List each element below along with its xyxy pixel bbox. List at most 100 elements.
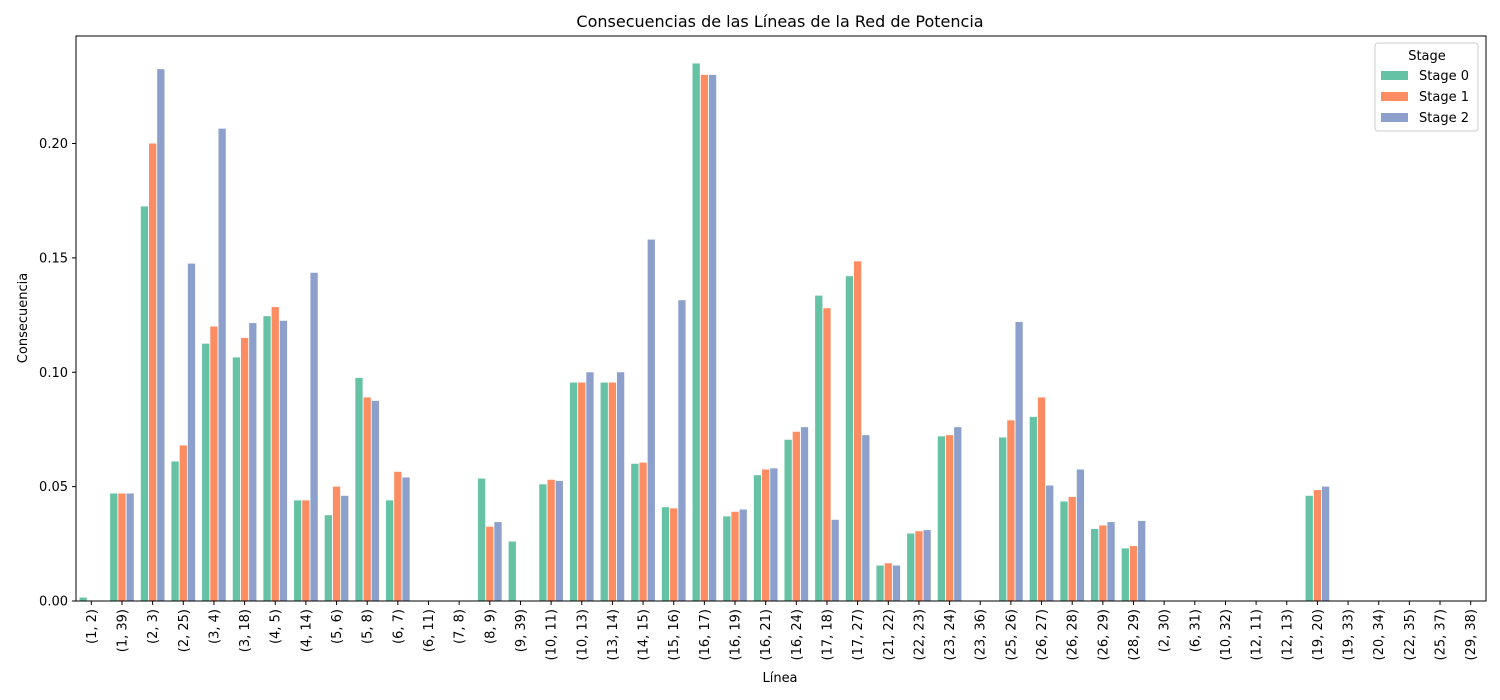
legend-swatch-stage-0 xyxy=(1381,71,1408,80)
x-tick-label: (4, 5) xyxy=(269,609,284,644)
x-tick-label: (15, 16) xyxy=(667,609,682,661)
bar-stage-0-22 xyxy=(753,475,762,601)
bar-stage-1-7 xyxy=(302,500,310,601)
bar-stage-0-16 xyxy=(569,382,578,601)
bar-stage-2-26 xyxy=(892,565,901,601)
x-tick-label: (25, 37) xyxy=(1434,609,1449,661)
x-tick-label: (21, 22) xyxy=(882,609,897,661)
bar-stage-1-34 xyxy=(1129,546,1138,601)
bar-stage-1-32 xyxy=(1068,496,1076,601)
bar-stage-1-40 xyxy=(1313,490,1322,601)
x-tick-label: (28, 29) xyxy=(1127,609,1142,661)
bar-stage-2-22 xyxy=(770,468,778,601)
bar-stage-1-26 xyxy=(884,563,892,601)
x-tick-label: (26, 29) xyxy=(1096,609,1111,661)
bar-stage-0-4 xyxy=(202,343,210,601)
bar-stage-2-23 xyxy=(800,427,809,601)
x-tick-label: (10, 32) xyxy=(1219,609,1234,661)
bar-stage-1-17 xyxy=(608,382,617,601)
x-tick-label: (2, 25) xyxy=(177,609,192,652)
legend: Stage Stage 0 Stage 1 Stage 2 xyxy=(1374,42,1479,132)
x-tick-label: (26, 28) xyxy=(1066,609,1081,661)
bar-stage-0-1 xyxy=(110,493,118,601)
legend-label-stage-2: Stage 2 xyxy=(1419,111,1469,126)
bar-stage-2-5 xyxy=(249,323,257,601)
bar-stage-1-5 xyxy=(240,337,249,601)
bar-stage-2-9 xyxy=(371,400,380,601)
x-axis: (1, 2) (1, 39) (2, 3) (2, 25) (3, 4) (3, 18) (… xyxy=(85,601,1479,661)
bar-stage-0-5 xyxy=(232,357,241,601)
x-tick-label: (9, 39) xyxy=(514,609,529,652)
bar-stage-1-18 xyxy=(639,462,647,601)
x-axis-title: Línea xyxy=(762,671,797,686)
bar-stage-2-20 xyxy=(708,74,717,601)
bar-stage-0-3 xyxy=(171,461,179,601)
x-tick-label: (8, 9) xyxy=(483,609,498,644)
bar-stage-2-1 xyxy=(126,493,134,601)
bar-stage-2-10 xyxy=(402,477,410,601)
bar-stage-1-24 xyxy=(823,308,831,601)
bar-stage-2-8 xyxy=(341,495,349,601)
bar-stage-1-22 xyxy=(762,469,770,601)
bar-stage-1-30 xyxy=(1007,420,1015,601)
bar-stage-2-16 xyxy=(586,372,594,601)
x-tick-label: (29, 38) xyxy=(1464,609,1479,661)
x-tick-label: (23, 36) xyxy=(974,609,989,661)
bar-stage-1-20 xyxy=(700,74,709,601)
bar-stage-0-14 xyxy=(508,541,516,601)
bar-stage-0-7 xyxy=(294,500,302,601)
x-tick-label: (12, 11) xyxy=(1250,609,1265,661)
bar-stage-2-2 xyxy=(157,69,165,602)
bar-stage-1-23 xyxy=(792,431,800,601)
bar-stage-0-6 xyxy=(263,316,271,601)
x-tick-label: (7, 8) xyxy=(453,609,468,644)
bar-stage-2-19 xyxy=(678,300,686,601)
x-tick-label: (25, 26) xyxy=(1004,609,1019,661)
bar-stage-1-31 xyxy=(1037,397,1046,601)
x-tick-label: (13, 14) xyxy=(606,609,621,661)
bar-stage-2-18 xyxy=(647,239,655,601)
y-tick-label: 0.00 xyxy=(39,595,68,610)
bar-stage-2-15 xyxy=(555,480,563,601)
bar-stage-1-27 xyxy=(915,531,923,601)
x-tick-label: (6, 11) xyxy=(422,609,437,652)
x-tick-label: (19, 33) xyxy=(1342,609,1357,661)
bar-stage-0-28 xyxy=(937,436,946,601)
y-tick-label: 0.20 xyxy=(39,137,68,152)
x-tick-label: (4, 14) xyxy=(299,609,314,652)
x-tick-label: (10, 13) xyxy=(575,609,590,661)
chart-title: Consecuencias de las Líneas de la Red de… xyxy=(576,12,983,31)
bar-stage-0-9 xyxy=(355,377,363,601)
x-tick-label: (6, 7) xyxy=(391,609,406,644)
x-tick-label: (6, 31) xyxy=(1188,609,1203,652)
x-tick-label: (16, 17) xyxy=(698,609,713,661)
bar-stage-1-2 xyxy=(148,143,157,601)
legend-swatch-stage-1 xyxy=(1381,92,1408,101)
bar-stage-0-0 xyxy=(79,597,87,601)
y-tick-label: 0.10 xyxy=(39,366,68,381)
bar-stage-0-20 xyxy=(692,63,700,601)
x-tick-label: (17, 18) xyxy=(820,609,835,661)
legend-swatch-stage-2 xyxy=(1381,113,1408,122)
x-tick-label: (1, 39) xyxy=(115,609,130,652)
bar-stage-2-3 xyxy=(187,263,196,601)
bar-stage-0-33 xyxy=(1091,528,1099,601)
legend-label-stage-0: Stage 0 xyxy=(1419,69,1469,84)
bar-stage-2-31 xyxy=(1046,485,1054,601)
bar-stage-1-3 xyxy=(179,445,187,601)
x-tick-label: (3, 4) xyxy=(207,609,222,644)
bar-stage-2-28 xyxy=(954,427,962,601)
y-tick-label: 0.05 xyxy=(39,480,68,495)
bar-stage-2-34 xyxy=(1138,520,1146,601)
x-tick-label: (2, 30) xyxy=(1158,609,1173,652)
x-tick-label: (26, 27) xyxy=(1035,609,1050,661)
bar-stage-0-23 xyxy=(784,439,792,601)
bar-stage-1-16 xyxy=(578,382,586,601)
bar-stage-0-32 xyxy=(1060,501,1068,601)
y-axis: 0.00 0.05 0.10 0.15 0.20 xyxy=(39,137,76,610)
bar-stage-2-24 xyxy=(831,519,839,601)
bar-stage-0-15 xyxy=(539,484,547,601)
x-tick-label: (5, 6) xyxy=(330,609,345,644)
x-tick-label: (22, 35) xyxy=(1403,609,1418,661)
x-tick-label: (16, 24) xyxy=(790,609,805,661)
